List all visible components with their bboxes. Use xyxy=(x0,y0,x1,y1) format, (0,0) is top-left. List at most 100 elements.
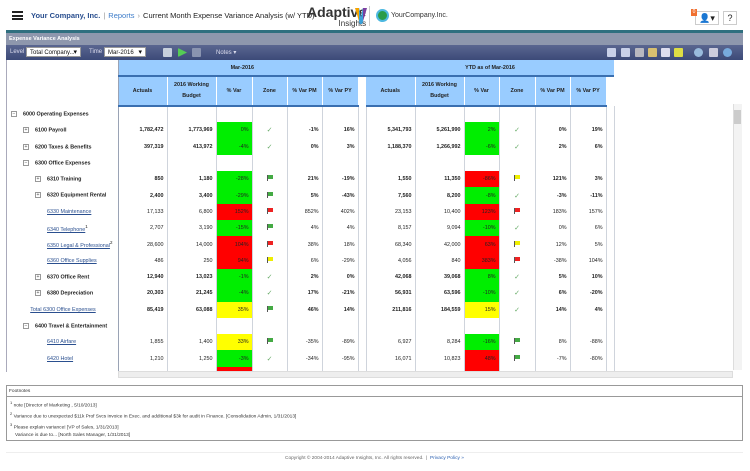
ytd-var-pm-cell xyxy=(535,366,571,372)
mar-col-header[interactable]: Zone xyxy=(252,76,288,107)
row-label[interactable]: 6420 Hotel xyxy=(47,355,74,362)
mar-zone-cell: ✓ xyxy=(252,138,288,155)
ytd-zone-cell xyxy=(499,350,536,367)
row-label-cell: +6200 Taxes & Benefits xyxy=(7,138,119,155)
spacer xyxy=(358,138,367,155)
footnote: Variance is due to... [North Sales Manag… xyxy=(7,430,742,441)
mar-budget-cell: 1,773,969 xyxy=(167,122,217,139)
check-icon: ✓ xyxy=(514,127,520,135)
footnote-text: Variance due to unexpected $11k Prof Svc… xyxy=(13,414,297,420)
row-label[interactable]: 6410 Airfare xyxy=(47,339,77,346)
ytd-var-py-cell: 6% xyxy=(570,220,607,237)
run-icon[interactable] xyxy=(178,48,187,57)
export-icon[interactable] xyxy=(607,48,616,57)
spacer xyxy=(358,350,367,367)
print-icon[interactable] xyxy=(661,48,670,57)
breadcrumb-reports[interactable]: Reports xyxy=(108,11,135,20)
collapse-icon[interactable]: − xyxy=(11,110,17,117)
footnote-ref[interactable]: 2 xyxy=(109,240,113,246)
ytd-col-header[interactable]: 2016 Working Budget xyxy=(415,76,465,107)
user-menu-button[interactable]: 👤▾ xyxy=(695,11,719,25)
ytd-var-pm-cell: 121% xyxy=(535,171,571,188)
mar-var-cell: -29% xyxy=(216,187,253,204)
mar-actuals-cell: 20,303 xyxy=(118,285,168,302)
clipboard-icon[interactable] xyxy=(635,48,644,57)
vertical-scrollbar[interactable] xyxy=(733,104,742,370)
breadcrumb-company[interactable]: Your Company, Inc. xyxy=(31,11,101,20)
collapse-icon[interactable]: − xyxy=(23,159,29,166)
spacer xyxy=(606,122,615,139)
empty-area xyxy=(614,155,733,171)
ytd-actuals-cell: 7,560 xyxy=(366,187,416,204)
save-icon[interactable] xyxy=(621,48,630,57)
footnote-text: Variance is due to... [North Sales Manag… xyxy=(15,433,131,438)
notes-menu[interactable]: Notes ▾ xyxy=(216,50,237,56)
document-icon[interactable] xyxy=(709,48,718,57)
row-label-cell: −6400 Travel & Entertainment xyxy=(7,317,119,335)
help-button[interactable]: ? xyxy=(723,11,737,25)
mar-actuals-cell: 85,419 xyxy=(118,301,168,318)
level-select[interactable]: Total Company... xyxy=(26,47,81,58)
expand-icon[interactable]: + xyxy=(35,273,41,280)
globe-icon[interactable] xyxy=(694,48,703,57)
info-icon[interactable] xyxy=(723,48,732,57)
ytd-col-header[interactable]: Zone xyxy=(499,76,536,107)
check-icon: ✓ xyxy=(514,143,520,151)
vertical-scroll-thumb[interactable] xyxy=(734,110,741,124)
ytd-var-cell: -86% xyxy=(464,171,500,188)
mar-col-header[interactable]: % Var PY xyxy=(322,76,359,107)
ytd-col-header[interactable]: % Var PY xyxy=(570,76,607,107)
spacer xyxy=(606,171,615,188)
grid-view-icon[interactable] xyxy=(163,48,172,57)
time-select[interactable]: Mar-2016 xyxy=(104,47,146,58)
empty-area xyxy=(614,236,733,252)
notification-badge[interactable]: 0 xyxy=(691,9,697,16)
mar-var-py-cell: -89% xyxy=(322,334,359,351)
mar-col-header[interactable]: 2016 Working Budget xyxy=(167,76,217,107)
expand-icon[interactable]: + xyxy=(35,176,41,183)
ytd-var-py-cell: 104% xyxy=(570,252,607,269)
footnote: 2 Variance due to unexpected $11k Prof S… xyxy=(7,408,742,420)
row-label[interactable]: 6340 Telephone xyxy=(47,226,86,233)
menu-icon[interactable] xyxy=(12,11,23,20)
collapse-icon[interactable]: − xyxy=(23,322,29,329)
mar-zone-cell xyxy=(252,203,288,221)
mar-zone-cell: ✓ xyxy=(252,268,288,286)
ytd-var-pm-cell: -3% xyxy=(535,187,571,204)
mar-var-py-cell: -19% xyxy=(322,171,359,188)
expand-icon[interactable]: + xyxy=(35,192,41,199)
expand-icon[interactable]: + xyxy=(23,127,29,134)
row-label[interactable]: Total 6300 Office Expenses xyxy=(30,306,96,313)
ytd-actuals-cell: 5,341,793 xyxy=(366,122,416,139)
mar-col-header[interactable]: Actuals xyxy=(118,76,168,107)
expand-icon[interactable]: + xyxy=(35,290,41,297)
mar-col-header[interactable]: % Var PM xyxy=(287,76,323,107)
privacy-policy-link[interactable]: Privacy Policy » xyxy=(430,456,464,461)
horizontal-scrollbar[interactable] xyxy=(118,371,733,378)
ytd-col-header[interactable]: Actuals xyxy=(366,76,416,107)
row-label[interactable]: 6360 Office Supplies xyxy=(47,257,97,264)
mar-actuals-cell: 486 xyxy=(118,252,168,269)
footnote-ref[interactable]: 1 xyxy=(85,223,88,229)
row-label-cell: 6350 Legal & Professional2 xyxy=(7,236,119,253)
ytd-col-header[interactable]: % Var PM xyxy=(535,76,571,107)
mar-var-py-cell: 402% xyxy=(322,203,359,221)
mar-actuals-cell: 1,210 xyxy=(118,350,168,367)
row-label[interactable]: 6350 Legal & Professional xyxy=(47,242,110,249)
empty-area xyxy=(614,122,733,138)
spacer xyxy=(358,334,367,351)
mar-col-header[interactable]: % Var xyxy=(216,76,253,107)
mar-budget-cell: 1,250 xyxy=(167,350,217,367)
first-page-icon[interactable] xyxy=(192,48,201,57)
expand-icon[interactable]: + xyxy=(23,143,29,150)
row-label[interactable]: 6330 Maintenance xyxy=(47,208,92,215)
mar-var-cell: -15% xyxy=(216,220,253,237)
spacer xyxy=(606,106,615,123)
ytd-col-header[interactable]: % Var xyxy=(464,76,500,107)
edit-icon[interactable] xyxy=(648,48,657,57)
flag-green-icon xyxy=(266,305,273,312)
highlight-icon[interactable] xyxy=(674,48,683,57)
ytd-var-cell: 383% xyxy=(464,252,500,269)
ytd-var-pm-cell: 0% xyxy=(535,122,571,139)
check-icon: ✓ xyxy=(266,290,273,298)
